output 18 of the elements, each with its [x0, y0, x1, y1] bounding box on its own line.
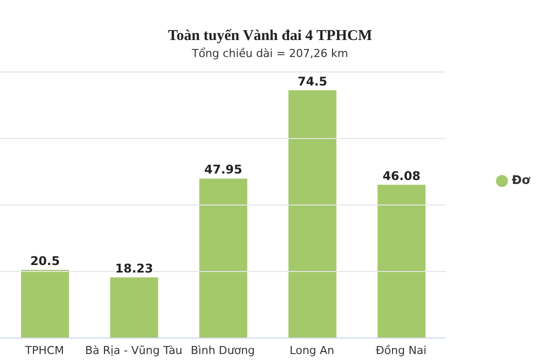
data-label: 46.08: [382, 168, 421, 183]
x-tick-label: Bình Dương: [190, 344, 255, 357]
data-label: 74.5: [298, 74, 328, 88]
bar: [199, 178, 248, 338]
bar: [288, 90, 336, 338]
chart-title: Toàn tuyến Vành đai 4 TPHCM: [166, 28, 374, 45]
x-tick-label: Long An: [290, 344, 334, 357]
chart-subtitle: Tổng chiều dài = 207,26 km: [190, 47, 350, 60]
bar: [21, 270, 69, 338]
bar: [110, 277, 158, 338]
bar: [378, 184, 426, 338]
data-label: 18.23: [115, 261, 154, 276]
legend-label: Đơ: [512, 173, 530, 187]
x-tick-label: Bà Rịa - Vũng Tàu: [85, 344, 182, 357]
data-label: 20.5: [30, 254, 60, 268]
x-tick-label: TPHCM: [24, 344, 64, 357]
data-label: 47.95: [204, 162, 242, 177]
x-tick-label: Đồng Nai: [376, 344, 426, 357]
